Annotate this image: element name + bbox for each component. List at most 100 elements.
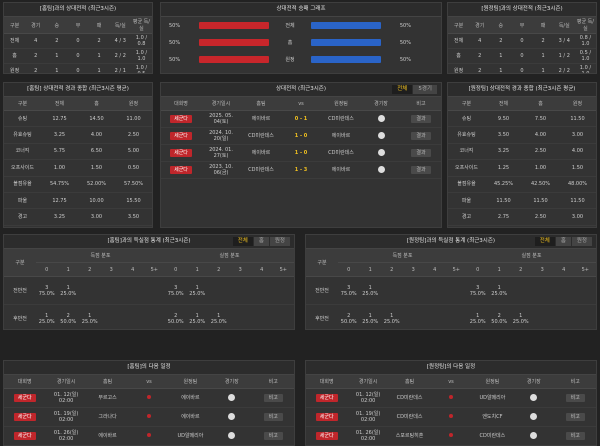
vs-dot: [448, 414, 453, 418]
cell: [211, 426, 253, 445]
percent: 50%: [399, 39, 411, 46]
row: 후반전 1 25.0% 2 50.0% 1 25.0% 2 50.0% 1 25.0% 1 …: [4, 304, 294, 329]
button[interactable]: 비고: [565, 394, 585, 402]
cell: 01. 19(일) 02:00: [347, 407, 389, 427]
cell: 2023. 10. 06(금): [201, 161, 241, 179]
header-cell: 1: [488, 262, 510, 277]
cell: 엔도치CF: [471, 407, 514, 427]
header-cell: 3: [531, 262, 553, 277]
table: 구분 전체 홈 원정 슈팅 9.50 7.50 11.50 유효슈팅 3.50 4.00 3.00 코너…: [448, 97, 596, 227]
tab[interactable]: 홈: [253, 237, 269, 246]
percent: 50%: [169, 22, 181, 29]
league-badge: 세군다: [13, 394, 36, 402]
cell: [128, 388, 170, 408]
button[interactable]: 결과: [411, 132, 431, 140]
panel-title: [홈팀]과의 상대전적 (최근3시즌): [4, 3, 152, 17]
cell: 1: [532, 48, 554, 64]
cell: 1 25.0%: [359, 276, 381, 305]
panel: 상대전적 승패 그래프 50% 전체 50% 50% 홈 50% 50% 원정 50%: [160, 2, 442, 74]
header-cell: 0: [36, 262, 58, 277]
header-cell: 4: [251, 262, 273, 277]
panel: [원정팀]과의 득실점 통계 (최근3시즌) 전체 홈 원정 구분 득점 분포 실점 분포 0…: [305, 234, 597, 330]
header-cell: 1: [359, 262, 381, 277]
score: 0 - 1: [294, 116, 308, 122]
button[interactable]: 비고: [263, 394, 283, 402]
cell: 후반전: [4, 304, 36, 329]
button[interactable]: 비고: [565, 432, 585, 440]
cell: 2: [490, 33, 512, 49]
cell: 4: [25, 33, 47, 49]
cell: 세군다: [306, 426, 348, 445]
cell: 45.25%: [485, 176, 522, 193]
header-row: 0 1 2 3 4 5+ 0 1 2 3 4 5+: [306, 262, 596, 277]
header-cell: 1: [57, 262, 79, 277]
cell: 2 50.0%: [57, 304, 79, 329]
cell: 4.00: [522, 126, 559, 144]
table: 구분 득점 분포 실점 분포 0 1 2 3 4 5+ 0 1 2 3 4 5+ 전반전 3 75.0% 1 25…: [4, 249, 294, 329]
cell: [229, 304, 251, 329]
tab[interactable]: 전체: [534, 237, 555, 246]
vs-dot: [448, 433, 453, 437]
header-cell: 홈팀: [241, 97, 281, 111]
cell: [402, 276, 424, 305]
tabs: 전체 홈 원정: [534, 237, 592, 246]
button[interactable]: 비고: [565, 413, 585, 421]
panel-title: [원정팀]의 다음 일정: [306, 361, 596, 375]
cell: 1: [46, 63, 68, 73]
header-cell: 홈팀: [388, 375, 431, 389]
panel-title: [홈팀] 상대전적 경과 종합 (최근3시즌 평균): [4, 83, 152, 97]
vs-dot: [146, 433, 151, 437]
button[interactable]: 결과: [411, 166, 431, 174]
cell: 1: [88, 48, 110, 64]
button[interactable]: 결과: [411, 149, 431, 157]
cell: 2025. 05. 04(토): [201, 110, 241, 128]
cell: 1 25.0%: [488, 276, 510, 305]
cell: 코너킥: [4, 143, 41, 161]
tab[interactable]: 전체: [392, 85, 413, 94]
cell: 1.00: [41, 159, 78, 177]
button[interactable]: 비고: [263, 432, 283, 440]
cell: 11.50: [559, 110, 596, 128]
header-cell: 0: [467, 262, 489, 277]
cell: 2 50.0%: [338, 304, 360, 329]
cell: 1: [46, 48, 68, 64]
cell: 0.5 / 1.0: [574, 48, 596, 64]
cell: 유효슈팅: [448, 126, 485, 144]
header-cell: 승: [490, 17, 512, 34]
cell: [510, 276, 532, 305]
panel: [원정팀] 상대전적 경과 종합 (최근3시즌 평균) 구분 전체 홈 원정 슈팅 9.50…: [447, 82, 597, 228]
cell: [211, 407, 253, 427]
stadium-icon: [377, 114, 385, 122]
cell: [513, 426, 555, 445]
cell: 1.50: [78, 159, 115, 177]
cell: 4: [469, 33, 491, 49]
cell: 15.50: [115, 192, 152, 210]
header-cell: 득점 분포: [36, 249, 165, 263]
cell: 3.50: [115, 208, 152, 226]
header-cell: 0: [165, 262, 187, 277]
cell: 원정: [4, 63, 26, 73]
header-cell: 원정: [115, 97, 152, 111]
cell: 0.8 / 1.0: [574, 33, 596, 49]
row: 원정 2 1 0 1 2 / 2 1.0 / 1.0: [448, 63, 596, 73]
cell: 부르고스: [86, 388, 129, 408]
tab[interactable]: 원정: [571, 237, 592, 246]
league-badge: 세군다: [315, 432, 338, 440]
header-cell: 5+: [272, 262, 294, 277]
header-cell: 전체: [485, 97, 522, 111]
button[interactable]: 비고: [263, 413, 283, 421]
tab[interactable]: 전체: [232, 237, 253, 246]
cell: [424, 276, 446, 305]
cell: 3 75.0%: [36, 276, 58, 305]
tab[interactable]: 원정: [269, 237, 290, 246]
row: 세군다 01. 12(일) 02:00 CD미란데스 UD알메리아 비고: [306, 388, 596, 408]
cell: 2.75: [485, 208, 522, 226]
tab[interactable]: 5경기: [413, 85, 437, 94]
cell: [574, 304, 596, 329]
tab[interactable]: 홈: [555, 237, 571, 246]
cell: 퇴장: [448, 225, 485, 227]
league-badge: 세군다: [13, 432, 36, 440]
cell: 결과: [401, 110, 441, 128]
vs-dot: [448, 395, 453, 399]
button[interactable]: 결과: [411, 115, 431, 123]
